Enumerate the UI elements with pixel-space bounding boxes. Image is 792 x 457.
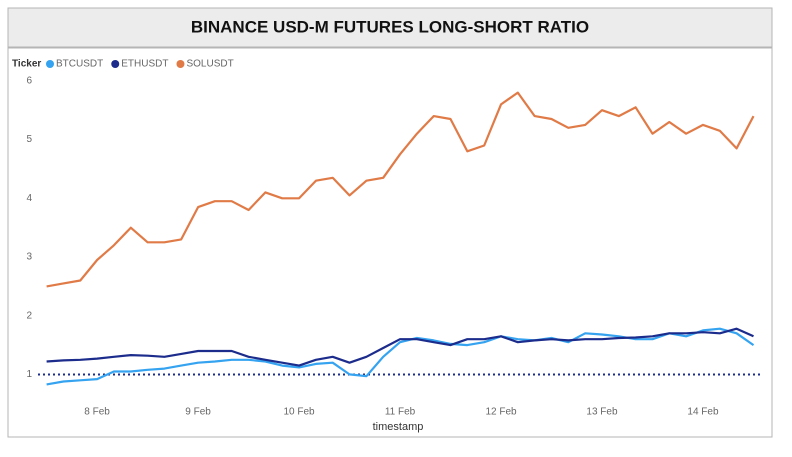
- x-tick-label: 12 Feb: [485, 407, 517, 418]
- x-tick-label: 11 Feb: [385, 407, 416, 418]
- series-line: [46, 327, 755, 386]
- y-tick-label: 5: [26, 134, 32, 145]
- x-tick-label: 14 Feb: [687, 407, 719, 418]
- x-axis-label: timestamp: [373, 421, 424, 433]
- legend-title: Ticker: [12, 59, 41, 70]
- x-tick-label: 8 Feb: [84, 407, 110, 418]
- legend-swatch: [46, 60, 54, 68]
- title-box: [7, 7, 773, 48]
- x-tick-label: 13 Feb: [586, 407, 618, 418]
- x-tick-label: 9 Feb: [185, 407, 211, 418]
- legend-label: SOLUSDT: [186, 59, 233, 70]
- legend-swatch: [111, 60, 120, 68]
- legend-label: BTCUSDT: [56, 59, 103, 70]
- y-tick-label: 4: [26, 193, 32, 204]
- legend-swatch: [176, 60, 185, 68]
- series-line: [46, 91, 755, 288]
- legend-label: ETHUSDT: [121, 59, 168, 70]
- y-tick-label: 3: [26, 252, 32, 263]
- chart-panel: [7, 47, 773, 438]
- y-tick-label: 6: [26, 76, 32, 87]
- x-tick-label: 10 Feb: [283, 407, 315, 418]
- chart-title: BINANCE USD-M FUTURES LONG-SHORT RATIO: [191, 17, 589, 36]
- y-tick-label: 2: [26, 310, 32, 321]
- y-tick-label: 1: [26, 369, 32, 380]
- series-line: [46, 327, 754, 367]
